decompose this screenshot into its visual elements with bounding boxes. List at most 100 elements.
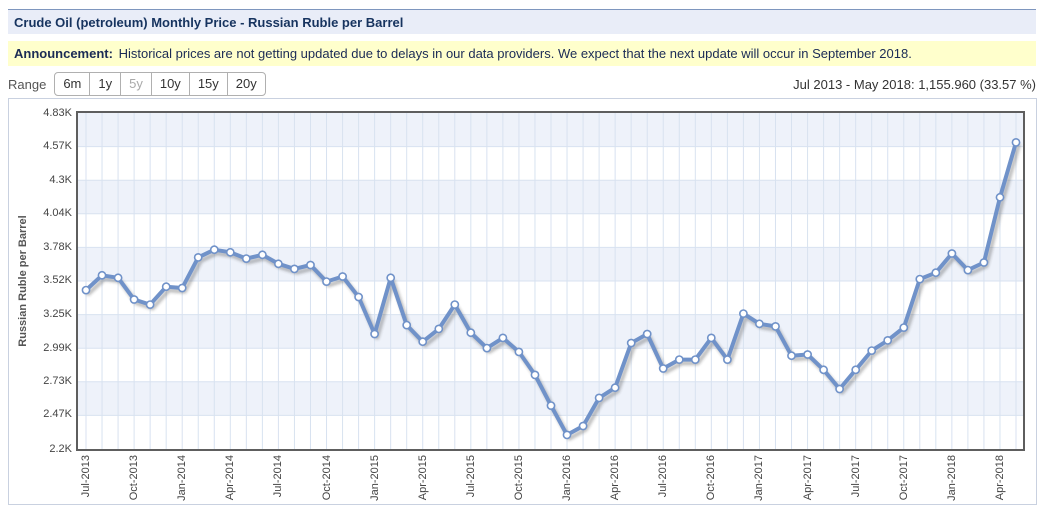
- range-toolbar: Range 6m 1y 5y 10y 15y 20y Jul 2013 - May 201…: [8, 71, 1036, 97]
- x-axis-tick-Jan-2014: Jan-2014: [176, 455, 189, 501]
- range-button-1y[interactable]: 1y: [89, 72, 122, 96]
- data-point-Apr-2017[interactable]: [803, 350, 812, 359]
- data-point-Aug-2013[interactable]: [97, 270, 107, 280]
- data-point-Mar-2018[interactable]: [979, 258, 989, 267]
- y-axis-tick-2.99K: 2.99K: [43, 341, 72, 354]
- data-point-Jul-2015[interactable]: [466, 328, 476, 338]
- data-point-Aug-2017[interactable]: [867, 346, 877, 355]
- x-axis-tick-Jan-2016: Jan-2016: [561, 455, 574, 501]
- data-point-Dec-2015[interactable]: [546, 401, 556, 410]
- data-point-Feb-2015[interactable]: [386, 273, 396, 283]
- x-axis-tick-Oct-2014: Oct-2014: [320, 455, 333, 501]
- date-range-summary: Jul 2013 - May 2018: 1,155.960 (33.57 %): [793, 76, 1036, 92]
- x-axis-tick-Oct-2016: Oct-2016: [705, 455, 718, 501]
- data-point-Mar-2017[interactable]: [787, 351, 796, 361]
- data-point-Sep-2014[interactable]: [306, 260, 315, 270]
- x-axis-tick-Oct-2015: Oct-2015: [512, 455, 525, 501]
- data-point-Jan-2014[interactable]: [177, 283, 187, 293]
- y-axis-tick-4.3K: 4.3K: [49, 174, 72, 187]
- data-point-Jan-2018[interactable]: [947, 249, 957, 258]
- data-point-Apr-2018[interactable]: [995, 192, 1005, 202]
- data-point-Nov-2014[interactable]: [338, 272, 347, 281]
- data-point-May-2017[interactable]: [819, 365, 828, 375]
- data-point-Jun-2017[interactable]: [835, 384, 844, 394]
- x-axis-tick-Jan-2018: Jan-2018: [945, 455, 958, 501]
- data-point-Jun-2014[interactable]: [257, 250, 267, 260]
- data-point-Jul-2013[interactable]: [81, 285, 91, 295]
- range-button-10y[interactable]: 10y: [150, 72, 190, 96]
- x-axis-tick-Jul-2015: Jul-2015: [464, 455, 477, 498]
- data-point-Oct-2014[interactable]: [322, 277, 331, 286]
- y-axis-tick-2.73K: 2.73K: [43, 374, 72, 387]
- range-button-15y[interactable]: 15y: [188, 72, 228, 96]
- data-point-Sep-2016[interactable]: [690, 355, 700, 364]
- data-point-May-2015[interactable]: [434, 324, 444, 334]
- price-line-chart: [78, 113, 1023, 449]
- announcement-label: Announcement:: [14, 46, 113, 61]
- data-point-Mar-2016[interactable]: [594, 393, 604, 403]
- data-point-Nov-2016[interactable]: [723, 355, 732, 364]
- range-button-6m[interactable]: 6m: [54, 72, 91, 96]
- x-axis-tick-Apr-2014: Apr-2014: [224, 455, 237, 501]
- data-point-Jan-2017[interactable]: [755, 319, 764, 329]
- data-point-Nov-2015[interactable]: [530, 370, 540, 380]
- x-axis-tick-Oct-2017: Oct-2017: [897, 455, 910, 501]
- data-point-Aug-2014[interactable]: [289, 264, 299, 274]
- data-point-Dec-2014[interactable]: [354, 292, 363, 302]
- data-point-Dec-2013[interactable]: [161, 282, 171, 292]
- x-axis-tick-Jul-2017: Jul-2017: [849, 455, 862, 498]
- plot-area: [76, 111, 1025, 451]
- y-axis-tick-3.78K: 3.78K: [43, 240, 72, 253]
- data-point-Oct-2016[interactable]: [706, 333, 716, 343]
- range-button-5y[interactable]: 5y: [120, 72, 152, 96]
- data-point-Oct-2015[interactable]: [514, 347, 524, 357]
- data-point-Feb-2014[interactable]: [193, 252, 203, 262]
- data-point-Jun-2016[interactable]: [642, 329, 652, 339]
- data-point-Jan-2016[interactable]: [562, 430, 572, 440]
- x-axis-tick-Jan-2017: Jan-2017: [753, 455, 766, 501]
- data-point-Dec-2016[interactable]: [739, 309, 748, 318]
- data-point-Oct-2013[interactable]: [129, 295, 139, 304]
- y-axis-tick-4.04K: 4.04K: [43, 207, 72, 220]
- x-axis-tick-Apr-2017: Apr-2017: [801, 455, 814, 501]
- data-point-Jun-2015[interactable]: [450, 300, 460, 309]
- data-point-Apr-2014[interactable]: [225, 247, 235, 257]
- data-point-Apr-2015[interactable]: [418, 337, 428, 347]
- data-point-Jan-2015[interactable]: [370, 329, 379, 339]
- data-point-Apr-2016[interactable]: [610, 383, 620, 393]
- announcement-banner: Announcement: Historical prices are not …: [8, 41, 1036, 66]
- x-axis-tick-Apr-2015: Apr-2015: [416, 455, 429, 501]
- data-point-Oct-2017[interactable]: [899, 323, 909, 332]
- data-point-Aug-2016[interactable]: [674, 355, 684, 364]
- data-point-Feb-2017[interactable]: [771, 321, 780, 331]
- range-label: Range: [8, 76, 47, 92]
- data-point-May-2014[interactable]: [241, 254, 251, 263]
- data-point-Jul-2016[interactable]: [658, 364, 668, 373]
- data-point-Nov-2017[interactable]: [915, 274, 925, 284]
- data-point-Sep-2015[interactable]: [498, 333, 508, 343]
- data-point-Jul-2017[interactable]: [851, 365, 861, 375]
- range-button-20y[interactable]: 20y: [226, 72, 266, 96]
- data-point-Sep-2013[interactable]: [113, 273, 123, 283]
- data-point-May-2016[interactable]: [626, 338, 636, 348]
- data-point-Jul-2014[interactable]: [273, 259, 283, 269]
- x-axis-tick-Oct-2013: Oct-2013: [128, 455, 141, 501]
- announcement-text: Historical prices are not getting update…: [118, 46, 912, 61]
- x-axis-tick-Jul-2014: Jul-2014: [272, 455, 285, 498]
- data-point-Aug-2015[interactable]: [482, 343, 492, 353]
- y-axis-tick-4.57K: 4.57K: [43, 139, 72, 152]
- y-axis-tick-3.52K: 3.52K: [43, 273, 72, 286]
- data-point-Feb-2018[interactable]: [963, 265, 973, 275]
- x-axis-tick-Apr-2016: Apr-2016: [609, 455, 622, 501]
- data-point-Mar-2014[interactable]: [209, 245, 219, 255]
- chart-container: Russian Ruble per Barrel 4.83K 4.57K 4.3K 4…: [8, 98, 1037, 505]
- data-point-Nov-2013[interactable]: [145, 300, 155, 309]
- data-point-Feb-2016[interactable]: [578, 421, 588, 431]
- data-point-May-2018[interactable]: [1011, 137, 1021, 147]
- data-point-Sep-2017[interactable]: [883, 335, 893, 345]
- y-axis-tick-3.25K: 3.25K: [43, 308, 72, 321]
- x-axis-tick-Apr-2018: Apr-2018: [993, 455, 1006, 501]
- data-point-Dec-2017[interactable]: [931, 268, 941, 278]
- y-axis-tick-4.83K: 4.83K: [43, 106, 72, 119]
- data-point-Mar-2015[interactable]: [402, 320, 412, 330]
